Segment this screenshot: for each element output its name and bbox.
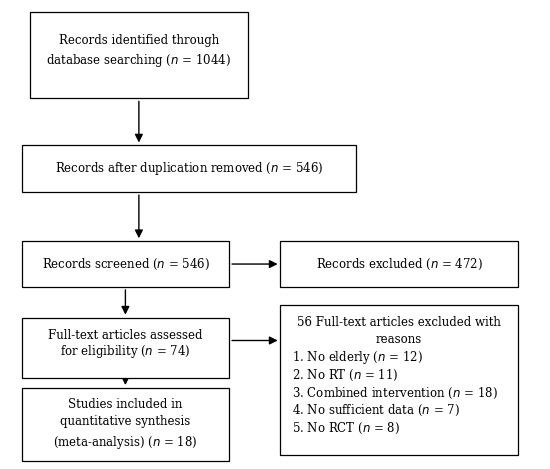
Text: 3. Combined intervention ($\it{n}$ = 18): 3. Combined intervention ($\it{n}$ = 18) xyxy=(293,386,498,401)
Text: 56 Full-text articles excluded with: 56 Full-text articles excluded with xyxy=(297,316,501,329)
Text: Studies included in: Studies included in xyxy=(68,398,183,411)
Text: quantitative synthesis: quantitative synthesis xyxy=(60,416,190,428)
Text: 4. No sufficient data ($\it{n}$ = 7): 4. No sufficient data ($\it{n}$ = 7) xyxy=(293,403,460,418)
Text: database searching ($\it{n}$ = 1044): database searching ($\it{n}$ = 1044) xyxy=(46,52,232,69)
FancyBboxPatch shape xyxy=(21,241,229,287)
FancyBboxPatch shape xyxy=(30,12,248,98)
FancyBboxPatch shape xyxy=(21,388,229,461)
Text: Records identified through: Records identified through xyxy=(59,34,219,46)
Text: reasons: reasons xyxy=(376,333,422,346)
FancyBboxPatch shape xyxy=(21,145,356,192)
Text: (meta-analysis) ($\it{n}$ = 18): (meta-analysis) ($\it{n}$ = 18) xyxy=(53,433,197,451)
Text: Records excluded ($\it{n}$ = 472): Records excluded ($\it{n}$ = 472) xyxy=(316,257,483,272)
Text: Records screened ($\it{n}$ = 546): Records screened ($\it{n}$ = 546) xyxy=(41,257,210,272)
Text: for eligibility ($\it{n}$ = 74): for eligibility ($\it{n}$ = 74) xyxy=(60,343,191,360)
Text: Records after duplication removed ($\it{n}$ = 546): Records after duplication removed ($\it{… xyxy=(54,160,323,177)
Text: Full-text articles assessed: Full-text articles assessed xyxy=(48,329,202,342)
Text: 2. No RT ($\it{n}$ = 11): 2. No RT ($\it{n}$ = 11) xyxy=(293,368,399,383)
FancyBboxPatch shape xyxy=(280,241,518,287)
FancyBboxPatch shape xyxy=(280,305,518,455)
FancyBboxPatch shape xyxy=(21,318,229,378)
Text: 5. No RCT ($\it{n}$ = 8): 5. No RCT ($\it{n}$ = 8) xyxy=(293,421,400,436)
Text: 1. No elderly ($\it{n}$ = 12): 1. No elderly ($\it{n}$ = 12) xyxy=(293,349,424,366)
